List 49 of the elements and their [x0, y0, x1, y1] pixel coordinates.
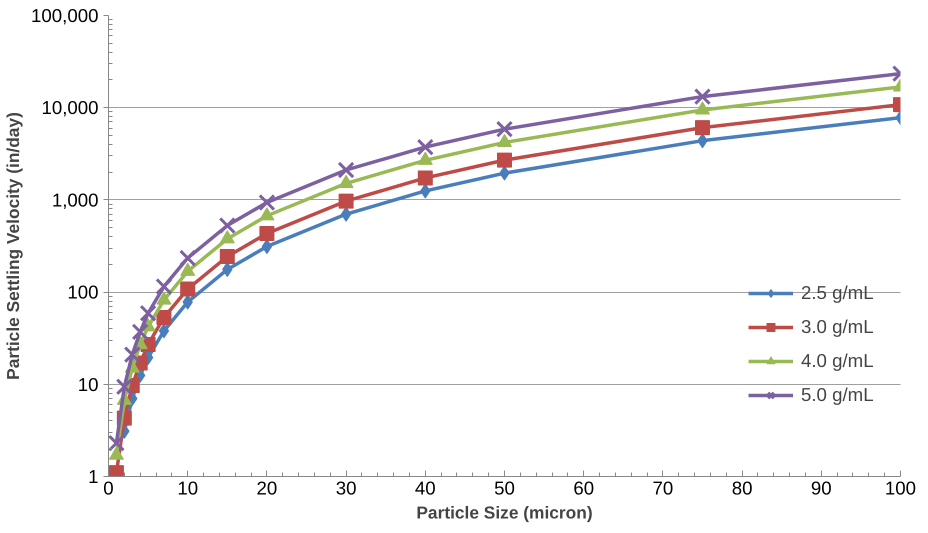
point [132, 323, 149, 340]
point [158, 323, 170, 338]
legend-label: 3.0 g/mL [801, 316, 874, 338]
y-axis-title: Particle Settling Velocity (in/day) [3, 112, 24, 380]
point [697, 133, 708, 148]
point [338, 161, 355, 179]
x-tick-label: 10 [177, 478, 198, 498]
x-tick-label: 40 [414, 478, 436, 498]
y-tick-label: 1 [88, 466, 99, 487]
point [218, 216, 236, 234]
x-tick-label: 20 [256, 478, 278, 498]
point [340, 206, 352, 222]
point [416, 138, 434, 156]
x-tick-label: 100 [884, 478, 916, 498]
point [499, 166, 510, 181]
point [179, 249, 196, 267]
x-tick-label: 0 [103, 478, 114, 498]
point [155, 278, 173, 296]
point [124, 346, 141, 364]
point [497, 152, 512, 168]
point [180, 282, 196, 297]
legend-label: 4.0 g/mL [801, 350, 874, 372]
point [108, 434, 125, 452]
y-tick-label: 1,000 [52, 189, 98, 210]
point [140, 304, 157, 322]
point [694, 88, 712, 106]
y-tick-label: 100 [67, 282, 99, 303]
point [258, 194, 276, 212]
x-axis-title: Particle Size (micron) [416, 502, 593, 522]
legend-label: 2.5 g/mL [801, 282, 874, 304]
x-tick-label: 50 [494, 478, 515, 498]
y-tick-label: 10,000 [41, 97, 98, 118]
y-tick-label: 100,000 [31, 5, 99, 26]
point [338, 194, 354, 209]
point [220, 249, 235, 264]
point [695, 120, 710, 136]
point [259, 226, 274, 242]
x-tick-label: 80 [732, 478, 752, 498]
point [156, 310, 172, 326]
legend-label: 5.0 g/mL [801, 384, 874, 406]
y-tick-label: 10 [78, 374, 99, 395]
point [116, 378, 133, 396]
x-tick-label: 30 [336, 478, 356, 498]
point [262, 239, 272, 254]
x-tick-label: 60 [573, 478, 594, 498]
point [496, 120, 514, 138]
x-tick-label: 70 [652, 478, 674, 498]
point [418, 170, 433, 186]
x-tick-label: 90 [810, 478, 832, 498]
